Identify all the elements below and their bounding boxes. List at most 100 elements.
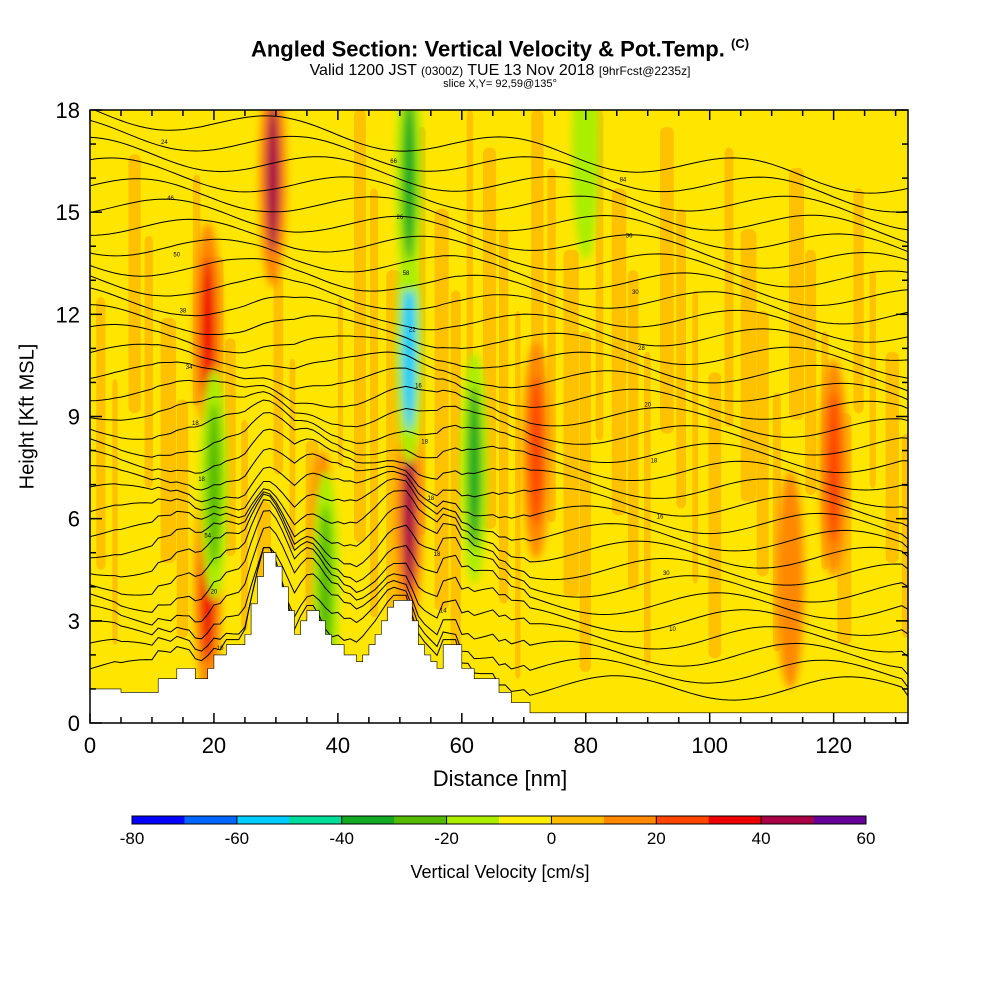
isentrope-line [90,546,908,676]
chart-title: Angled Section: Vertical Velocity & Pot.… [0,36,1000,62]
isentrope-line [90,412,908,491]
y-tick-label: 6 [68,507,80,532]
colorbar-tick-label: 0 [547,829,556,848]
isentrope-line [90,361,908,420]
colorbar-tick-label: 40 [752,829,771,848]
contour-label: 18 [198,477,205,483]
contour-label: 10 [669,627,676,633]
texture-band [434,208,449,611]
texture-band [724,147,734,427]
colorbar-swatch [603,816,657,824]
colorbar-label: Vertical Velocity [cm/s] [410,862,590,882]
contour-label: 18 [651,458,658,464]
isentrope-line [90,466,908,540]
isentrope-line [90,178,908,253]
isentrope-line [90,323,908,392]
contour-label: 38 [180,309,187,315]
contour-label: 30 [663,571,670,577]
texture-band [805,249,817,495]
axis-ticks [89,109,908,724]
isentrope-line [90,258,908,325]
colorbar-tick-label: -80 [120,829,145,848]
y-tick-label: 0 [68,711,80,736]
downdraft-core [402,266,416,431]
terrain [90,552,908,723]
texture-band [869,270,876,489]
colorbar-swatch [236,816,290,824]
texture-band [789,167,804,420]
contour-label: 36 [626,234,633,240]
isentrope-line [90,304,908,379]
colorbar-swatch [289,816,343,824]
updraft-core [826,392,841,543]
texture-band [660,127,674,434]
texture-band [353,110,366,543]
y-tick-label: 18 [56,98,80,123]
isentrope-line [90,399,908,474]
valid-utc: (0300Z) [421,64,464,78]
x-tick-label: 20 [202,733,226,758]
forecast-info: [9hrFcst@2235z] [598,64,691,78]
texture-band [499,229,509,604]
texture-band [644,351,651,666]
x-tick-label: 40 [326,733,350,758]
contour-label: 20 [644,402,651,408]
plot-area: 24 66 84 46 26 36 50 58 30 38 22 28 34 16 20 18 18 18 18 18… [90,110,908,723]
contour-label: 66 [390,159,397,165]
isentrope-line [90,198,908,269]
y-tick-label: 9 [68,405,80,430]
contour-label: 28 [638,346,645,352]
texture-band [563,249,579,597]
x-tick-label: 60 [450,733,474,758]
isentrope-line [90,343,908,402]
isentrope-line [90,499,908,620]
updraft-core [265,110,280,254]
contour-labels: 24 66 84 46 26 36 50 58 30 38 22 28 34 16 20 18 18 18 18 18… [161,140,676,670]
texture-band [176,399,189,638]
y-tick-label: 12 [56,302,80,327]
updraft-core [783,505,798,655]
contour-label: 18 [427,496,434,502]
downdraft-core [578,110,593,226]
colorbar-swatch [499,816,552,824]
texture-band [692,290,699,584]
isentrope-line [90,157,908,244]
colorbar: -80 -60 -40 -20 0 20 40 60 [120,815,876,848]
texture-band [756,310,769,577]
colorbar-tick-label: -40 [329,829,354,848]
slice-info: slice X,Y= 92,59@135° [443,78,557,90]
x-tick-label: 120 [815,733,852,758]
title-tag: (C) [731,36,750,51]
colorbar-swatch [813,816,867,824]
contour-label: 18 [421,440,428,446]
isentrope-line [90,391,908,456]
isentrope-line [90,119,908,213]
colorbar-tick-label: 60 [857,829,876,848]
colorbar-swatch [761,816,815,824]
x-tick-label: 0 [84,733,96,758]
isentrope-line [93,110,908,194]
contour-label: 20 [211,590,218,596]
x-axis-label: Distance [nm] [432,766,568,791]
texture-band [708,372,722,659]
downdraft-core [402,110,416,260]
isentrope-line [90,478,908,552]
texture-band [370,188,379,618]
texture-band [144,236,153,489]
texture-band [853,188,864,414]
isentropes [90,110,908,701]
x-tick-label: 100 [691,733,728,758]
chart-subtitle: Valid 1200 JST (0300Z) TUE 13 Nov 2018 [… [0,62,1000,80]
texture-band [579,331,592,672]
isentrope-line [90,491,908,586]
texture-band [515,310,521,679]
y-axis-label: Height [Kft MSL] [16,343,39,490]
isentrope-line [90,275,908,343]
contour-label: 34 [186,365,193,371]
contour-label: 50 [173,252,180,258]
isentrope-line [90,136,908,231]
colorbar-tick-label: 20 [647,829,666,848]
texture-band [96,297,106,570]
